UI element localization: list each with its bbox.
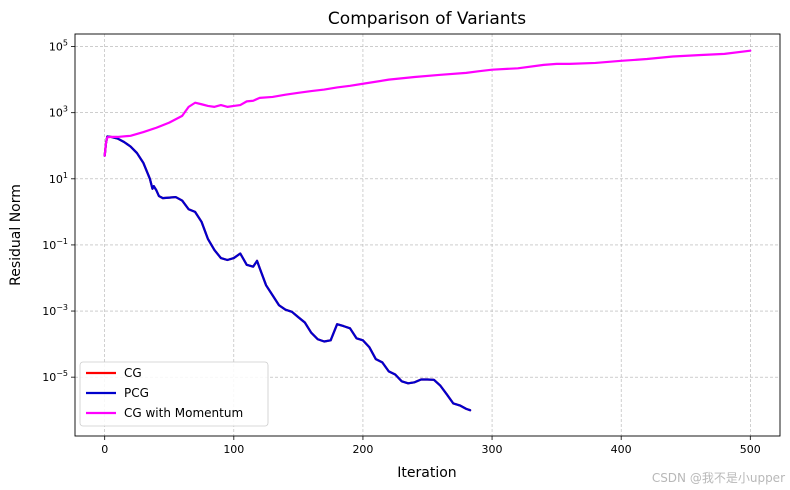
legend: CG PCG CG with Momentum: [79, 361, 269, 427]
legend-label-cg-momentum: CG with Momentum: [124, 406, 243, 420]
x-axis-label: Iteration: [397, 465, 456, 481]
y-axis-label: Residual Norm: [8, 184, 24, 286]
series-layer: [103, 49, 752, 412]
legend-label-pcg: PCG: [124, 386, 149, 400]
y-tick-label: 10−5: [42, 369, 68, 384]
series-line-cg-momentum: [103, 49, 752, 157]
x-tick-label: 300: [482, 443, 503, 456]
plot-frame: [74, 33, 781, 437]
y-tick-label: 103: [49, 105, 68, 120]
x-axis-ticks: 0 100 200 300 400 500: [101, 436, 761, 456]
series-line-pcg: [103, 135, 472, 412]
x-tick-label: 500: [740, 443, 761, 456]
x-tick-label: 400: [611, 443, 632, 456]
y-tick-label: 10−3: [42, 303, 68, 318]
grid: [75, 34, 780, 436]
y-tick-label: 105: [49, 39, 68, 54]
x-tick-label: 200: [352, 443, 373, 456]
watermark: CSDN @我不是小upper: [652, 471, 785, 485]
y-tick-label: 10−1: [42, 237, 68, 252]
x-tick-label: 100: [223, 443, 244, 456]
legend-label-cg: CG: [124, 366, 142, 380]
y-tick-label: 101: [49, 171, 68, 186]
legend-box: [79, 361, 269, 427]
y-axis-ticks: 10−5 10−3 10−1 101 103 105: [42, 39, 75, 384]
x-tick-label: 0: [101, 443, 108, 456]
chart-title: Comparison of Variants: [328, 9, 526, 29]
